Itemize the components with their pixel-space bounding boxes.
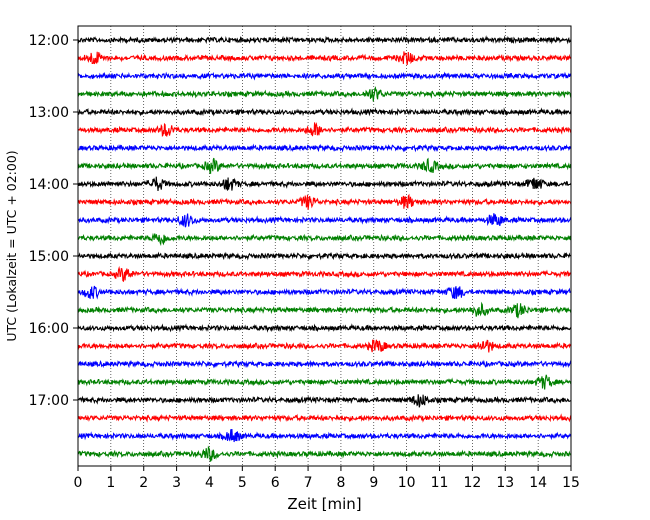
trace-1500 bbox=[77, 251, 572, 261]
x-axis: 0 1 2 3 4 5 6 7 8 9 10 11 12 13 14 15 bbox=[74, 466, 580, 491]
trace-1630 bbox=[77, 359, 572, 369]
x-tick-label: 13 bbox=[496, 475, 514, 491]
x-axis-label: Zeit [min] bbox=[287, 495, 361, 513]
trace-1700 bbox=[77, 394, 572, 408]
trace-1730 bbox=[77, 428, 572, 443]
plot-frame bbox=[77, 25, 572, 467]
x-tick-label: 6 bbox=[271, 475, 280, 491]
trace-1300 bbox=[77, 107, 572, 117]
trace-1445 bbox=[77, 232, 572, 247]
trace-1315 bbox=[77, 122, 572, 138]
vertical-grid bbox=[110, 26, 539, 466]
trace-1245 bbox=[77, 86, 572, 102]
x-tick-label: 10 bbox=[398, 475, 416, 491]
trace-1430 bbox=[77, 213, 572, 228]
trace-1545 bbox=[77, 301, 572, 319]
seismic-traces bbox=[77, 35, 572, 462]
x-tick-label: 4 bbox=[205, 475, 214, 491]
y-tick-label: 12:00 bbox=[29, 33, 69, 49]
trace-1530 bbox=[77, 285, 572, 300]
x-tick-label: 11 bbox=[431, 475, 449, 491]
trace-1745 bbox=[77, 445, 572, 462]
x-tick-label: 0 bbox=[74, 475, 83, 491]
trace-1400 bbox=[77, 176, 572, 191]
x-tick-label: 3 bbox=[172, 475, 181, 491]
y-axis-label: UTC (Lokalzeit = UTC + 02:00) bbox=[4, 150, 19, 341]
trace-1230 bbox=[77, 71, 572, 81]
trace-1645 bbox=[77, 374, 572, 390]
trace-1615 bbox=[77, 339, 572, 353]
trace-1215 bbox=[77, 51, 572, 65]
y-tick-label: 17:00 bbox=[29, 393, 69, 409]
x-tick-label: 12 bbox=[463, 475, 481, 491]
trace-1515 bbox=[77, 265, 572, 283]
x-tick-label: 7 bbox=[304, 475, 313, 491]
x-tick-label: 14 bbox=[529, 475, 547, 491]
y-tick-label: 15:00 bbox=[29, 249, 69, 265]
y-axis: 12:00 13:00 14:00 15:00 16:00 17:00 bbox=[29, 33, 78, 409]
trace-1345 bbox=[77, 157, 572, 175]
x-tick-label: 5 bbox=[238, 475, 247, 491]
trace-1330 bbox=[77, 143, 572, 153]
x-tick-label: 9 bbox=[369, 475, 378, 491]
x-tick-label: 2 bbox=[139, 475, 148, 491]
trace-1600 bbox=[77, 323, 572, 333]
trace-1715 bbox=[77, 413, 572, 423]
x-tick-label: 15 bbox=[562, 475, 580, 491]
y-tick-label: 14:00 bbox=[29, 177, 69, 193]
y-tick-label: 13:00 bbox=[29, 105, 69, 121]
trace-1200 bbox=[77, 35, 572, 45]
trace-1415 bbox=[77, 193, 572, 210]
x-tick-label: 1 bbox=[106, 475, 115, 491]
x-tick-label: 8 bbox=[336, 475, 345, 491]
y-tick-label: 16:00 bbox=[29, 321, 69, 337]
